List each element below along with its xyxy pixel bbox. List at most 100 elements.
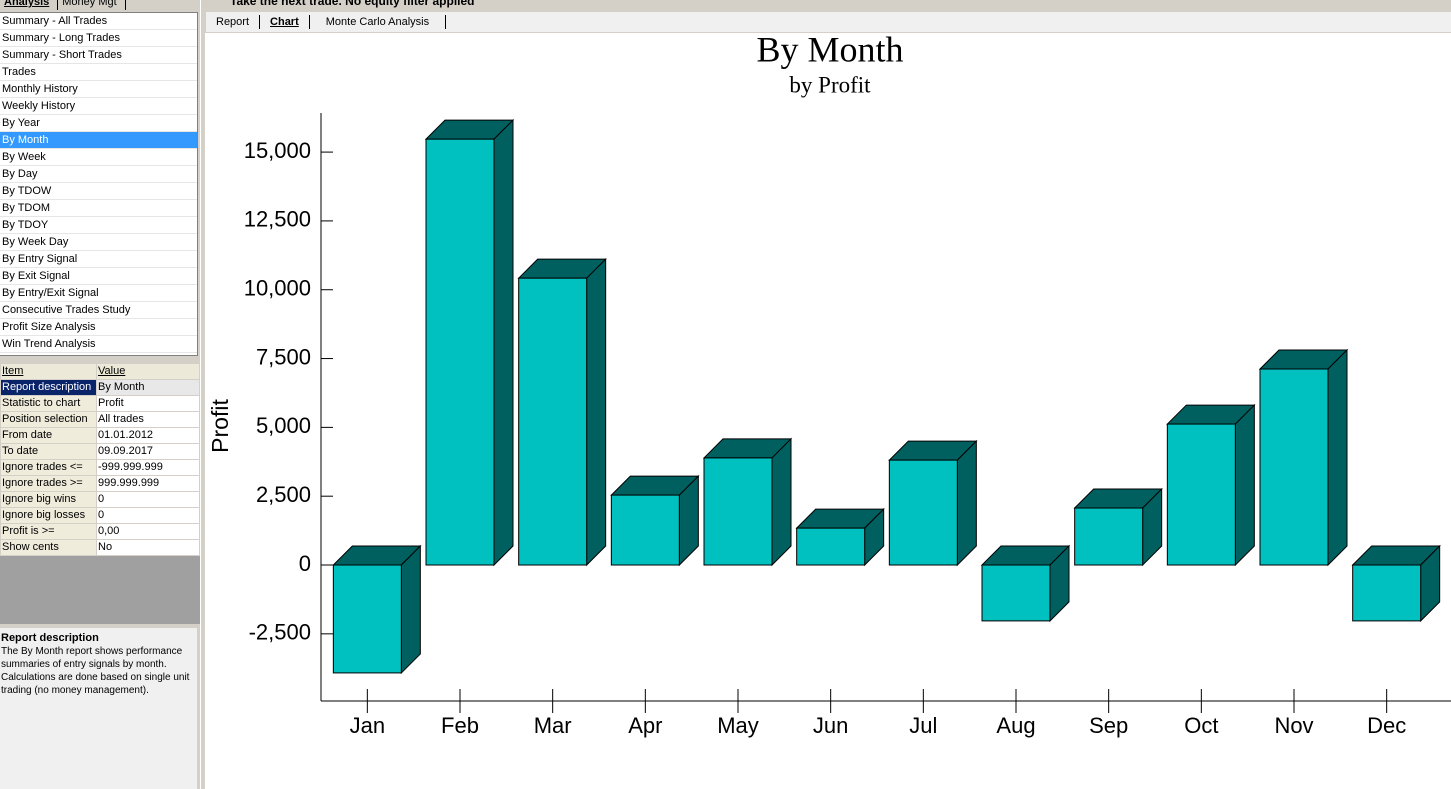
list-item[interactable]: Profit Size Analysis: [0, 319, 197, 336]
bar-side: [493, 118, 514, 567]
bar: [1259, 368, 1329, 566]
table-cell: From date: [0, 427, 97, 444]
x-tick-label: Oct: [1184, 713, 1218, 738]
bar: [1166, 423, 1236, 566]
list-item[interactable]: By Exit Signal: [0, 268, 197, 285]
table-cell: Ignore trades <=: [0, 459, 97, 476]
table-cell: Show cents: [0, 539, 97, 556]
table-cell: Statistic to chart: [0, 395, 97, 412]
y-axis-label: Profit: [207, 399, 233, 453]
bar: [332, 564, 402, 674]
x-tick-label: Aug: [996, 713, 1035, 738]
bar: [518, 277, 588, 566]
x-tick-label: Nov: [1274, 713, 1313, 738]
table-cell: Report description: [0, 379, 97, 396]
table-row: Ignore trades >= 999.999.999: [0, 475, 200, 492]
header-cell: Value: [96, 363, 200, 380]
bar-side: [586, 257, 607, 567]
splitter: [200, 0, 207, 789]
list-item[interactable]: By Year: [0, 115, 197, 132]
list-item[interactable]: By Week: [0, 149, 197, 166]
list-item[interactable]: By Entry Signal: [0, 251, 197, 268]
chart-title: By Month: [756, 33, 903, 69]
list-item[interactable]: Weekly History: [0, 98, 197, 115]
list-item[interactable]: Summary - Short Trades: [0, 47, 197, 64]
list-item[interactable]: By TDOW: [0, 183, 197, 200]
bar: [888, 459, 958, 566]
table-cell: To date: [0, 443, 97, 460]
table-row: To date 09.09.2017: [0, 443, 200, 460]
list-item[interactable]: Trades: [0, 64, 197, 81]
x-tick-label: Mar: [534, 713, 572, 738]
bar-side: [400, 544, 421, 675]
table-cell: 0,00: [96, 523, 200, 540]
bar-side: [956, 439, 977, 567]
table-row: Show cents No: [0, 539, 200, 556]
bar: [610, 494, 680, 566]
table-cell: -999.999.999: [96, 459, 200, 476]
description-box: Report description The By Month report s…: [0, 628, 197, 789]
bar: [981, 564, 1051, 622]
blank-area: [0, 556, 200, 624]
list-item[interactable]: Win Trend Analysis: [0, 336, 197, 353]
table-cell: 0: [96, 507, 200, 524]
table-cell: By Month: [96, 379, 200, 396]
chart-subtitle: by Profit: [789, 72, 871, 97]
table-row: Statistic to chart Profit: [0, 395, 200, 412]
top-tabs: Analysis Money Mgt: [0, 0, 200, 10]
list-item[interactable]: By Week Day: [0, 234, 197, 251]
table-cell: 09.09.2017: [96, 443, 200, 460]
list-item[interactable]: By Month: [0, 132, 197, 149]
chart-tabs: Report Chart Monte Carlo Analysis: [206, 12, 1451, 32]
y-tick-label: 10,000: [244, 276, 311, 301]
table-cell: 01.01.2012: [96, 427, 200, 444]
y-tick-label: 2,500: [256, 482, 311, 507]
y-tick-label: 5,000: [256, 413, 311, 438]
y-tick-label: 12,500: [244, 207, 311, 232]
table-row: Ignore trades <= -999.999.999: [0, 459, 200, 476]
table-cell: All trades: [96, 411, 200, 428]
table-header: Item Value: [0, 363, 200, 380]
tab[interactable]: Chart: [260, 15, 310, 29]
bar-side: [1234, 403, 1255, 567]
x-tick-label: May: [717, 713, 759, 738]
tab[interactable]: Money Mgt: [58, 0, 126, 10]
list-item[interactable]: Monthly History: [0, 81, 197, 98]
table-cell: Position selection: [0, 411, 97, 428]
tab[interactable]: Report: [206, 15, 261, 29]
table-row: Position selection All trades: [0, 411, 200, 428]
list-item[interactable]: Consecutive Trades Study: [0, 302, 197, 319]
table-cell: Profit: [96, 395, 200, 412]
x-tick-label: Feb: [441, 713, 479, 738]
list-item[interactable]: Summary - Long Trades: [0, 30, 197, 47]
tab[interactable]: Analysis: [0, 0, 59, 10]
bar-side: [1327, 348, 1348, 567]
bar: [1074, 507, 1144, 566]
bar: [796, 527, 866, 566]
x-tick-label: Sep: [1089, 713, 1128, 738]
table-row: Ignore big wins 0: [0, 491, 200, 508]
y-tick-label: 15,000: [244, 138, 311, 163]
y-tick-label: 0: [299, 551, 311, 576]
bar: [1352, 564, 1422, 622]
x-tick-label: Dec: [1367, 713, 1406, 738]
list-item[interactable]: Summary - All Trades: [0, 13, 197, 30]
list-item[interactable]: By TDOY: [0, 217, 197, 234]
table-row: Profit is >= 0,00: [0, 523, 200, 540]
table-cell: Ignore big losses: [0, 507, 97, 524]
list-item[interactable]: By TDOM: [0, 200, 197, 217]
description-title: Report description: [1, 632, 99, 644]
report-list: Summary - All Trades Summary - Long Trade…: [0, 12, 198, 356]
chart: By Month by Profit Profit -2,500 0 2,500 5,…: [205, 33, 1451, 789]
table-cell: 0: [96, 491, 200, 508]
list-item[interactable]: By Entry/Exit Signal: [0, 285, 197, 302]
table-cell: 999.999.999: [96, 475, 200, 492]
tab[interactable]: Monte Carlo Analysis: [310, 15, 447, 29]
list-item[interactable]: By Day: [0, 166, 197, 183]
x-tick-label: Apr: [628, 713, 662, 738]
description-text: The By Month report shows performance su…: [1, 646, 190, 696]
header-cell: Item: [0, 363, 97, 380]
table-row: Ignore big losses 0: [0, 507, 200, 524]
table-cell: Ignore big wins: [0, 491, 97, 508]
